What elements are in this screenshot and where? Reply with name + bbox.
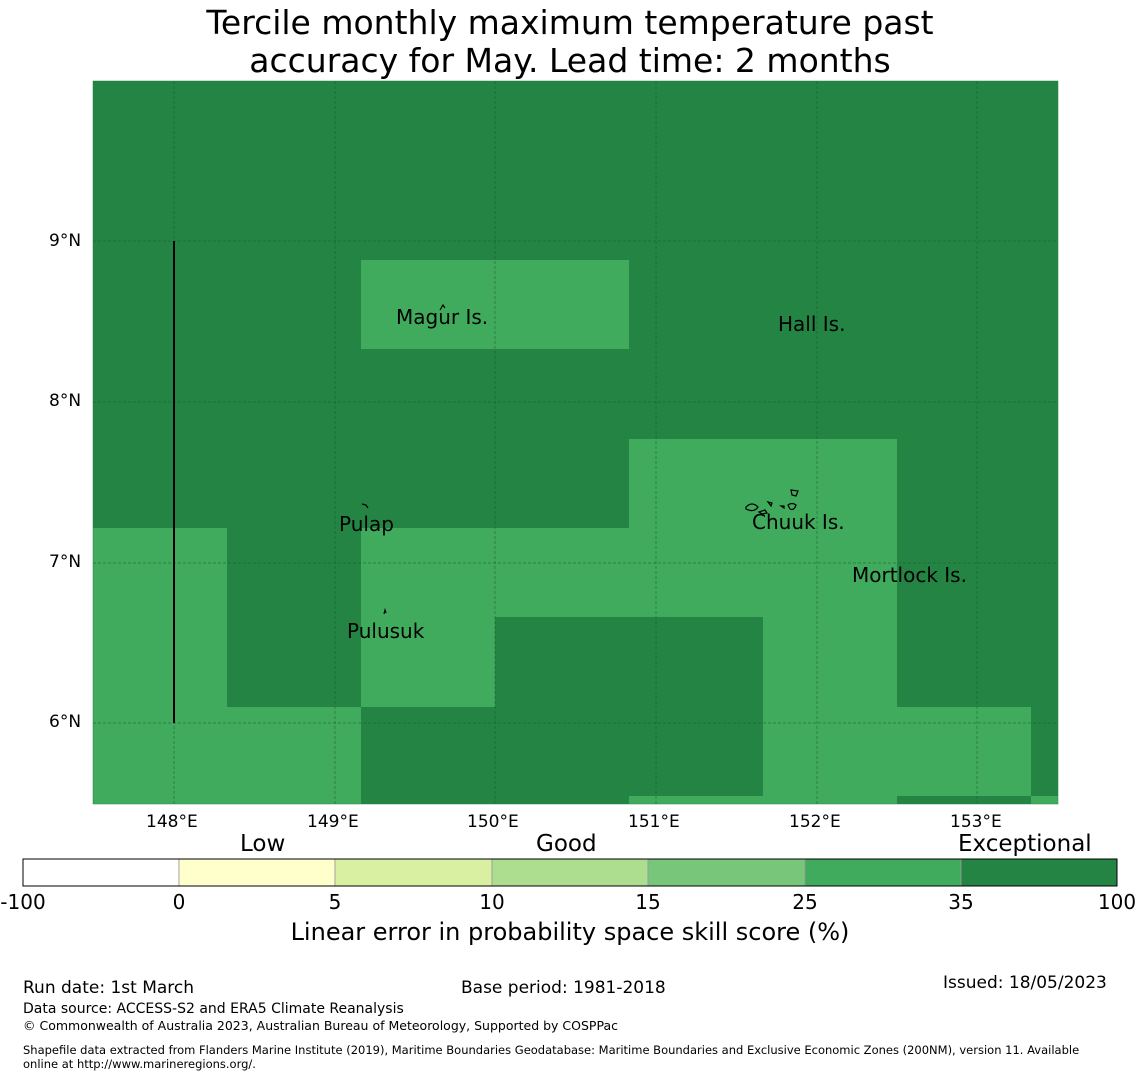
lat-label-8: 8°N [49,391,82,411]
lon-label-152: 152°E [789,812,841,832]
colorbar-label: Linear error in probability space skill … [290,918,850,946]
colorbar-tick: 35 [948,890,974,914]
shapefile-credit-line-2: online at http://www.marineregions.org/. [23,1057,256,1071]
lon-label-153: 153°E [950,812,1002,832]
shapefile-credit-line-1: Shapefile data extracted from Flanders M… [23,1043,1080,1057]
colorbar-tick: 25 [792,890,818,914]
lon-label-149: 149°E [307,812,359,832]
region-high-5 [763,617,897,804]
lon-label-150: 150°E [467,812,519,832]
place-label-chuuk: Chuuk Is. [752,510,845,534]
region-high-1 [361,260,629,349]
region-high-9 [629,796,763,804]
region-high-6 [93,528,227,804]
chart-title: Tercile monthly maximum temperature past… [0,4,1140,80]
lat-label-7: 7°N [49,552,82,572]
colorbar-tick: 0 [172,890,186,914]
lon-label-148: 148°E [146,812,198,832]
colorbar-segment-5 [647,858,806,887]
category-low: Low [240,831,286,857]
colorbar-segment-4 [491,858,649,887]
map-frame [92,80,1059,805]
colorbar-segment-2 [178,858,336,887]
base-period: Base period: 1981-2018 [461,978,666,998]
colorbar-tick: 5 [328,890,342,914]
run-date: Run date: 1st March [23,978,195,998]
data-source: Data source: ACCESS-S2 and ERA5 Climate … [23,1001,404,1017]
title-line-1: Tercile monthly maximum temperature past [206,3,934,42]
gridlines [93,81,1058,804]
colorbar-tick: -100 [0,890,46,914]
region-high-8 [897,707,1031,796]
colorbar-segment-7 [960,858,1118,887]
region-high-3 [361,528,897,617]
region-high-10 [1031,796,1058,804]
category-exceptional: Exceptional [958,831,1092,857]
colorbar-segment-3 [334,858,493,887]
place-label-pulap: Pulap [339,512,394,536]
issued-date: Issued: 18/05/2023 [943,973,1107,993]
colorbar-tick: 100 [1097,890,1137,914]
colorbar-frame [22,858,1118,887]
island-outlines [361,303,799,615]
lat-label-6: 6°N [49,712,82,732]
colorbar [22,858,1118,887]
copyright: © Commonwealth of Australia 2023, Austra… [23,1018,618,1033]
lat-label-9: 9°N [49,231,82,251]
region-high-4 [361,617,495,707]
title-line-2: accuracy for May. Lead time: 2 months [249,41,891,80]
place-label-pulusuk: Pulusuk [347,619,425,643]
map-background [93,81,1058,804]
place-label-mortlock: Mortlock Is. [852,563,967,587]
place-label-hall: Hall Is. [778,312,846,336]
colorbar-segment-1 [22,858,180,887]
region-high-7 [227,707,361,804]
category-good: Good [536,831,597,857]
colorbar-tick: 10 [479,890,505,914]
colorbar-tick: 15 [635,890,661,914]
lon-label-151: 151°E [628,812,680,832]
place-label-magur: Magur Is. [396,305,489,329]
colorbar-segment-6 [804,858,962,887]
